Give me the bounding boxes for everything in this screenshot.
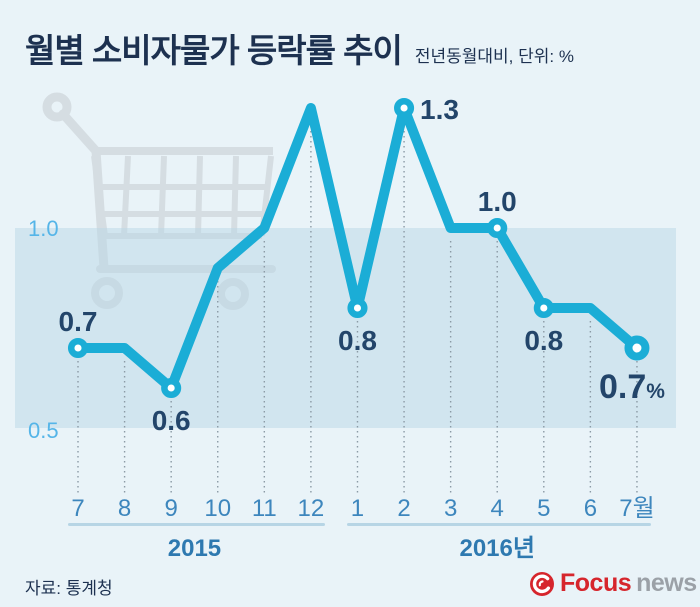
x-tick-label: 1 <box>350 495 365 522</box>
data-point-marker <box>487 217 508 239</box>
point-label: 0.6 <box>152 405 191 436</box>
x-tick-label: 10 <box>204 495 232 522</box>
data-point-marker <box>161 377 182 399</box>
year-group-label: 2016년 <box>459 535 535 562</box>
data-point-marker <box>394 97 415 119</box>
x-tick-label: 9 <box>164 495 178 522</box>
x-tick-label: 12 <box>297 495 325 522</box>
year-group-label: 2015 <box>167 535 222 562</box>
y-axis-label-0-5: 0.5 <box>28 418 59 443</box>
header: 월별 소비자물가 등락률 추이 전년동월대비, 단위: % <box>25 24 574 72</box>
data-point-marker <box>533 297 554 319</box>
logo-word-news: news <box>636 569 697 597</box>
point-label: 1.3 <box>420 94 459 125</box>
logo-word-focus: Focus <box>560 569 632 597</box>
focusnews-logo: Focus news <box>529 569 697 598</box>
x-tick-label: 7 <box>71 495 85 522</box>
x-tick-label: 8 <box>117 495 132 522</box>
x-tick-label: 6 <box>583 495 598 522</box>
point-label: 1.0 <box>478 186 517 217</box>
x-tick-label: 2 <box>397 495 411 522</box>
data-point-marker <box>67 337 89 359</box>
point-label: 0.8 <box>524 325 563 356</box>
data-point-marker <box>624 335 650 361</box>
x-tick-label: 11 <box>251 495 277 522</box>
year-group-underline <box>347 523 651 526</box>
source-note: 자료: 통계청 <box>25 579 113 598</box>
point-label: 0.7 <box>59 306 98 337</box>
x-tick-label: 5 <box>537 495 551 522</box>
x-tick-label: 4 <box>490 495 504 522</box>
x-tick-label: 3 <box>443 495 458 522</box>
chart-subtitle: 전년동월대비, 단위: % <box>414 47 574 66</box>
y-axis-label-1-0: 1.0 <box>28 216 59 241</box>
page-title: 월별 소비자물가 등락률 추이 <box>25 32 403 69</box>
x-tick-label: 7월 <box>619 495 655 522</box>
year-group-underline <box>68 523 325 526</box>
point-label: 0.8 <box>338 325 377 356</box>
focusnews-logo-icon <box>530 571 554 596</box>
data-point-marker <box>347 297 368 319</box>
